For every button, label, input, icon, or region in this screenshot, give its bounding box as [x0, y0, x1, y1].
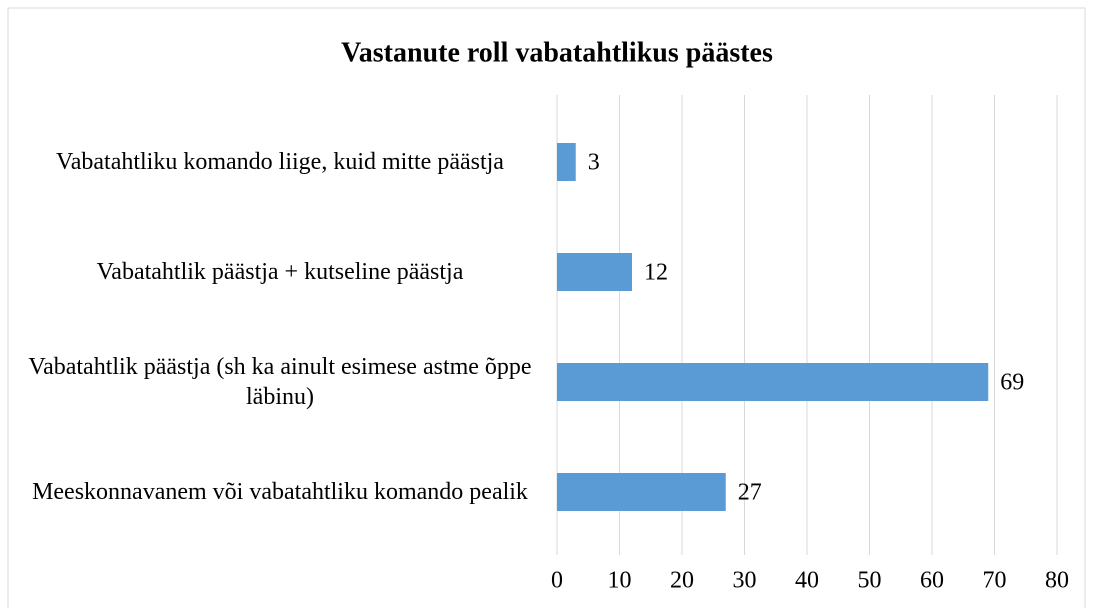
y-tick-label: Meeskonnavanem või vabatahtliku komando …	[32, 479, 528, 505]
x-tick-label: 30	[733, 568, 757, 594]
bar	[557, 143, 576, 181]
category-box: Vabatahtlik päästja + kutseline päästja	[96, 259, 464, 285]
x-tick-label: 70	[983, 568, 1007, 594]
chart-frame	[7, 7, 1086, 608]
bar	[557, 253, 632, 291]
x-tick-label: 20	[670, 568, 694, 594]
y-tick-label: Vabatahtlik päästja (sh ka ainult esimes…	[28, 354, 532, 410]
value-label: 69	[1000, 370, 1024, 396]
x-tick-label: 10	[608, 568, 632, 594]
x-tick-label: 80	[1045, 568, 1069, 594]
value-label: 3	[588, 150, 600, 176]
x-tick-label: 60	[920, 568, 944, 594]
value-label: 27	[738, 480, 762, 506]
bar	[557, 473, 726, 511]
chart-title: Vastanute roll vabatahtlikus päästes	[341, 37, 773, 68]
y-tick-label: Vabatahtliku komando liige, kuid mitte p…	[56, 149, 504, 175]
x-tick-label: 40	[795, 568, 819, 594]
value-label: 12	[644, 260, 668, 286]
category-box: Vabatahtlik päästja (sh ka ainult esimes…	[28, 354, 532, 410]
category-box: Vabatahtliku komando liige, kuid mitte p…	[56, 149, 504, 175]
x-tick-label: 0	[551, 568, 563, 594]
bar	[557, 363, 989, 401]
y-tick-label: Vabatahtlik päästja + kutseline päästja	[96, 259, 464, 285]
x-tick-label: 50	[858, 568, 882, 594]
category-box: Meeskonnavanem või vabatahtliku komando …	[32, 479, 528, 505]
